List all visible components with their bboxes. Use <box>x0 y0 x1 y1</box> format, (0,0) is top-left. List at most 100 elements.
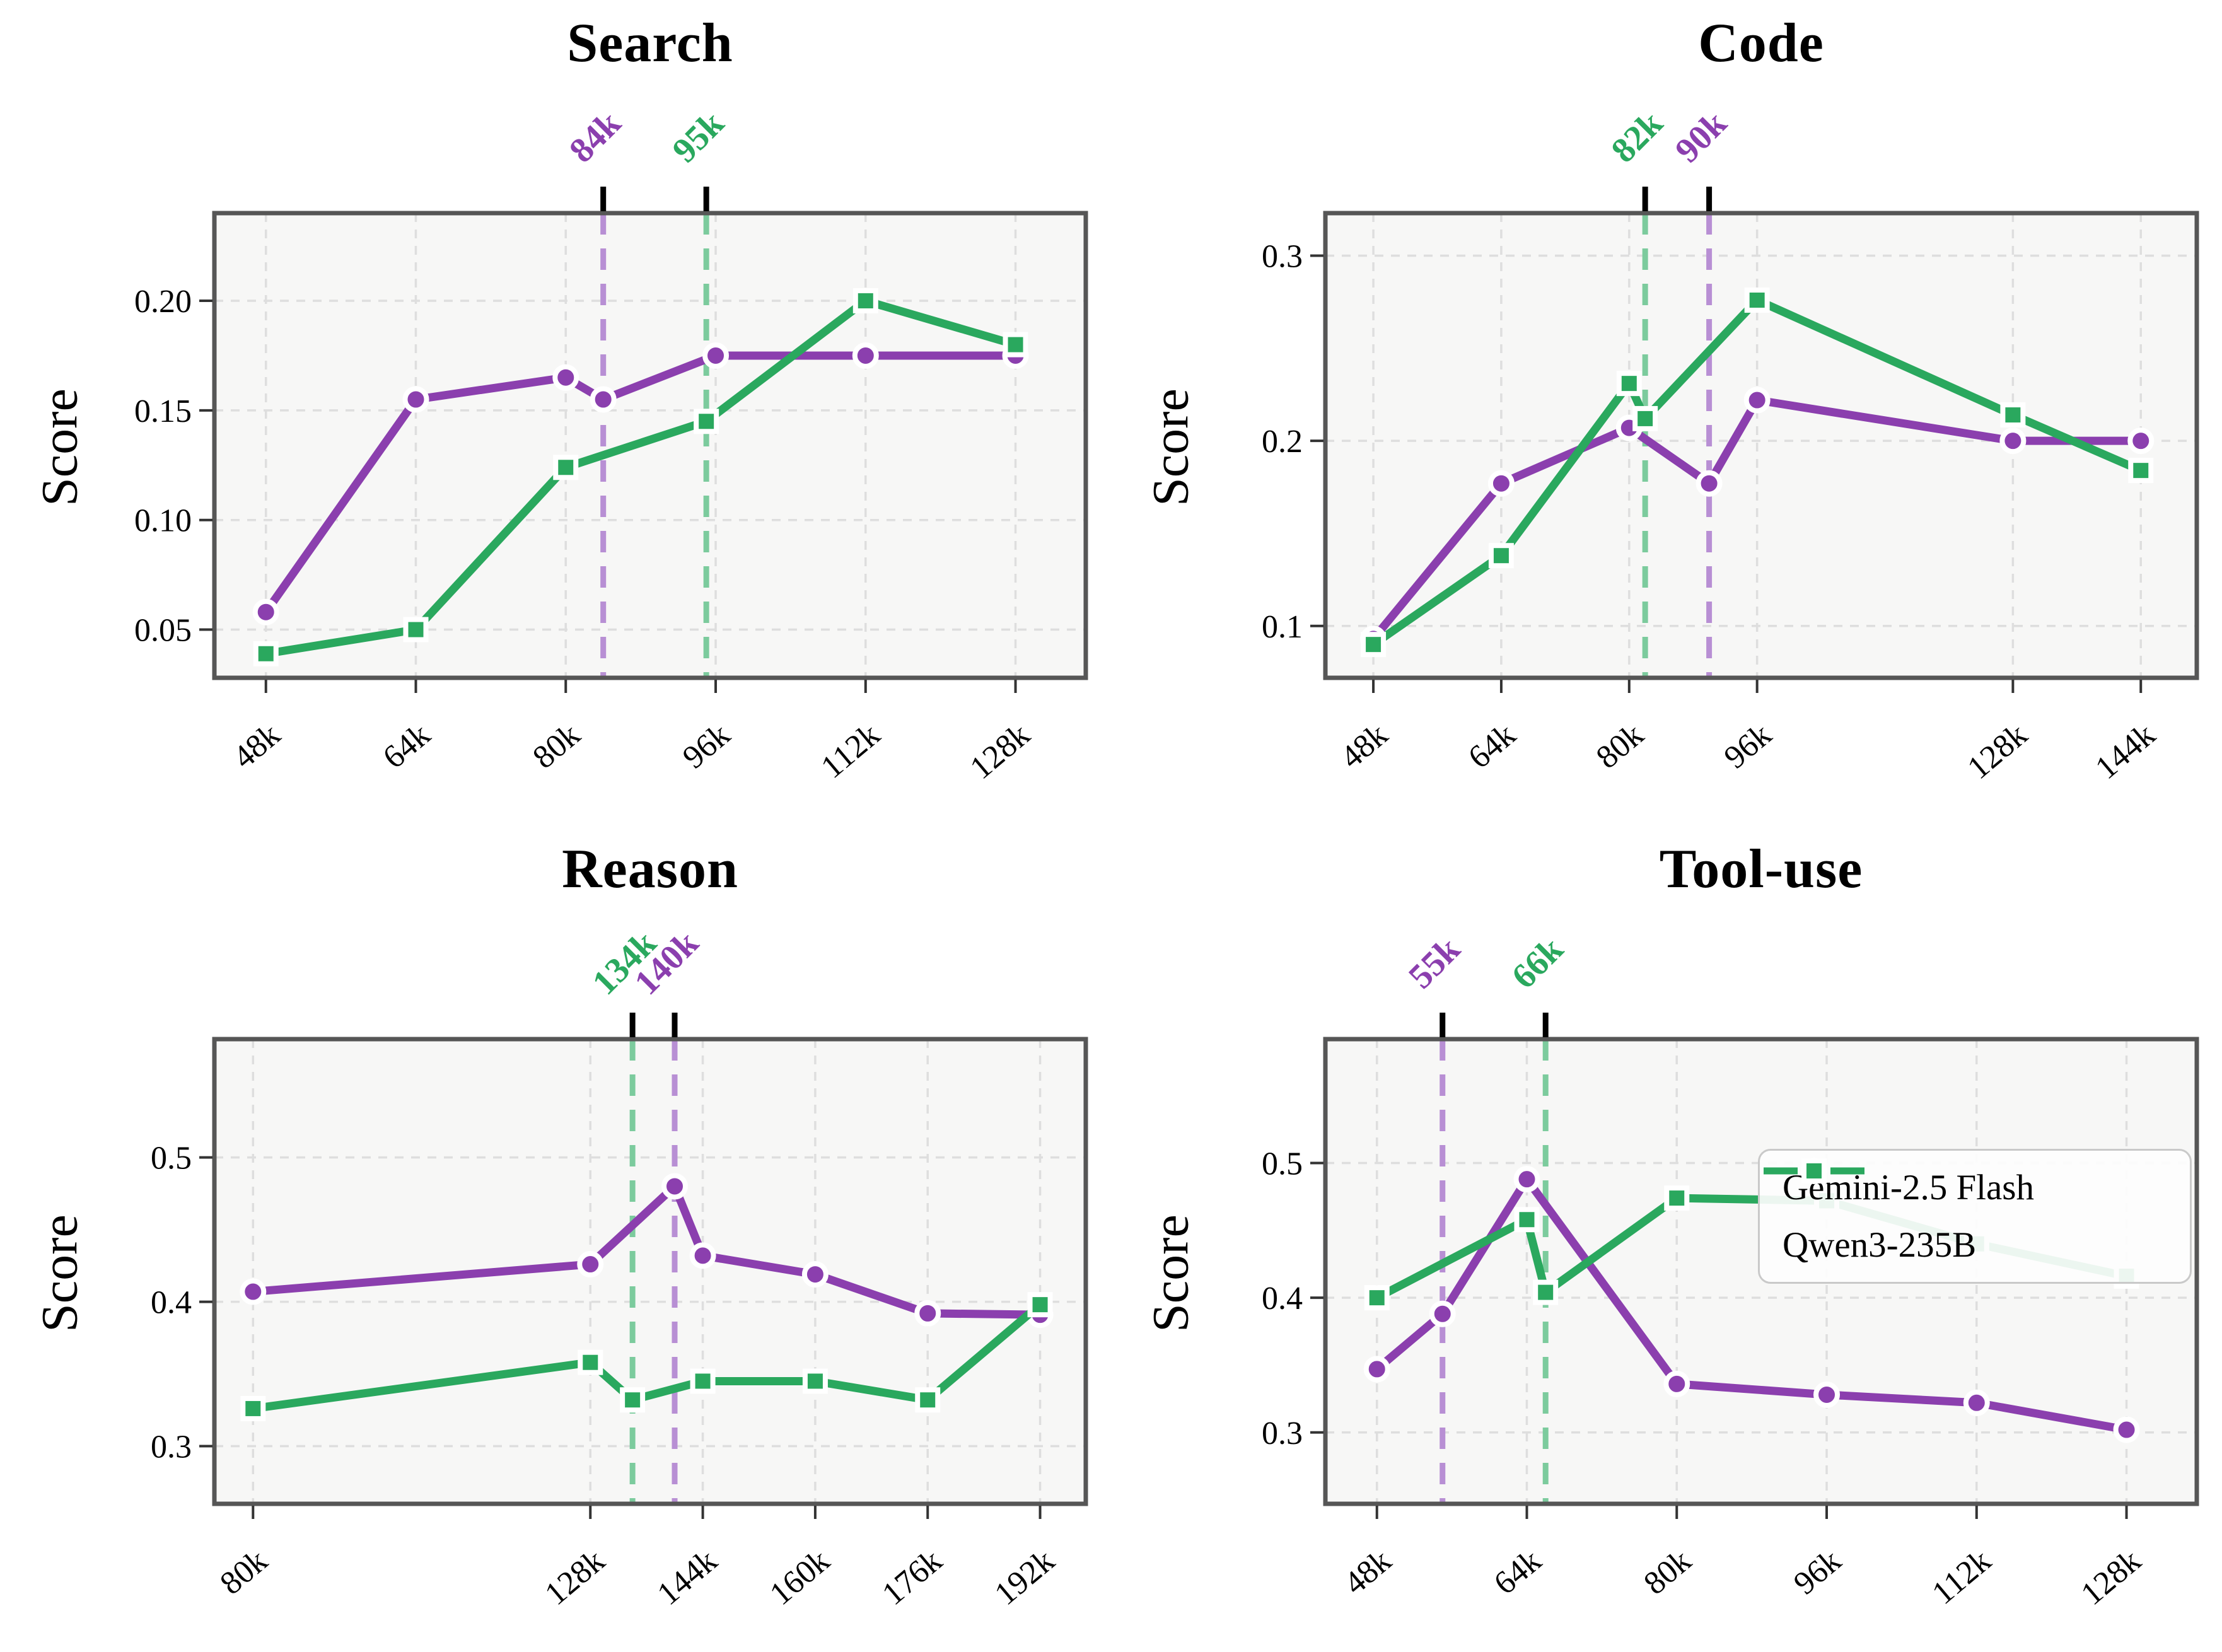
x-tick-label: 160k <box>763 1543 836 1613</box>
point-80k <box>1664 1185 1690 1211</box>
vline-top-tick-66k <box>1542 1013 1549 1037</box>
x-tick-label: 96k <box>676 717 736 776</box>
plot-area <box>214 213 1086 678</box>
optimal-context-label-84k: 84k <box>562 103 629 170</box>
x-tick-label: 80k <box>1637 1543 1698 1602</box>
point-80k <box>1616 371 1642 397</box>
series-qwen3-235b <box>1361 288 2154 658</box>
optimal-context-label-66k: 66k <box>1504 929 1571 996</box>
x-tick-label: 48k <box>226 717 287 776</box>
axes-spines <box>212 1037 1088 1506</box>
axis-ticks <box>199 300 1017 693</box>
series-qwen3-235b <box>240 1292 1053 1421</box>
y-tick-label: 0.3 <box>1262 1416 1303 1451</box>
point-80k <box>240 1278 267 1305</box>
optimal-context-label-55k: 55k <box>1401 929 1468 996</box>
point-140k <box>661 1173 689 1200</box>
optimal-context-vlines <box>1642 213 1713 678</box>
optimal-context-vlines <box>629 1039 678 1504</box>
y-tick-label: 0.05 <box>134 613 192 649</box>
point-112k <box>852 288 878 314</box>
axis-ticks <box>199 1156 1042 1519</box>
point-48k <box>1361 632 1387 658</box>
legend-sample-qwen-square-icon <box>1764 1158 1864 1184</box>
point-64k <box>1513 1166 1540 1193</box>
chart-reason: 80k 128k 144k 160k 176k 192k 0.3 0.4 0.5 134k 140k… <box>0 826 1111 1652</box>
chart-title-tool-use: Tool-use <box>1659 839 1863 900</box>
series-gemini-2.5-flash <box>1360 387 2155 653</box>
optimal-context-vlines <box>1440 1039 1549 1504</box>
y-axis-label-reason: Score <box>30 1214 88 1332</box>
x-tick-label: 112k <box>1926 1543 1998 1612</box>
point-176k <box>914 1300 941 1327</box>
legend: Gemini-2.5 Flash Qwen3-235B <box>1758 1149 2192 1284</box>
vline-top-tick-90k <box>1706 187 1713 211</box>
x-tick-label: 80k <box>526 717 587 776</box>
point-80k <box>1663 1370 1690 1397</box>
axis-ticks <box>1310 1161 2128 1519</box>
x-tick-label: 80k <box>214 1543 274 1602</box>
series-line <box>262 296 1020 658</box>
point-48k <box>1363 1356 1390 1383</box>
point-112k <box>1963 1389 1990 1416</box>
x-tick-label: 48k <box>1334 717 1394 776</box>
x-tick-label: 192k <box>988 1543 1061 1613</box>
point-96k <box>702 342 730 369</box>
y-tick-label: 0.4 <box>151 1285 192 1321</box>
point-84k <box>590 386 617 413</box>
point-90k <box>1696 470 1723 497</box>
legend-item-qwen: Qwen3-235B <box>1764 1158 2171 1265</box>
axes-spines <box>1323 211 2199 680</box>
plot-area <box>214 1039 1086 1504</box>
y-tick-label: 0.5 <box>151 1141 192 1177</box>
y-tick-label: 0.5 <box>1262 1146 1303 1182</box>
point-160k <box>801 1261 829 1288</box>
chart-search: 48k 64k 80k 96k 112k 128k 0.05 0.10 0.15 0.20 84k 9… <box>0 0 1111 826</box>
point-64k <box>1487 470 1515 497</box>
axes-spines <box>1323 1037 2199 1506</box>
point-128k <box>1999 428 2027 455</box>
legend-label-qwen: Qwen3-235B <box>1783 1225 1977 1265</box>
point-128k <box>1003 332 1028 358</box>
chart-code: 48k 64k 80k 96k 128k 144k 0.1 0.2 0.3 82k 90k Code… <box>1111 0 2222 826</box>
axes-spines <box>212 211 1088 680</box>
chart-title-reason: Reason <box>562 839 738 900</box>
gridlines <box>214 213 1086 678</box>
x-tick-label: 144k <box>651 1543 724 1613</box>
x-tick-label: 64k <box>1487 1543 1548 1602</box>
x-tick-label: 48k <box>1337 1543 1398 1602</box>
point-128k <box>2000 402 2026 428</box>
x-tick-label: 96k <box>1718 717 1778 776</box>
point-64k <box>1514 1207 1540 1233</box>
vline-top-tick-82k <box>1642 187 1648 211</box>
optimal-context-label-95k: 95k <box>665 103 732 170</box>
point-96k <box>1743 387 1771 414</box>
optimal-context-vlines <box>600 213 709 678</box>
axis-ticks <box>1310 254 2143 693</box>
x-tick-label: 96k <box>1787 1543 1847 1602</box>
optimal-context-label-90k: 90k <box>1668 103 1735 170</box>
point-144k <box>2127 428 2155 455</box>
vline-top-tick-55k <box>1440 1013 1446 1037</box>
series-gemini-2.5-flash <box>1363 1166 2140 1443</box>
optimal-context-label-82k: 82k <box>1604 103 1671 170</box>
vline-top-tick-140k <box>672 1013 678 1037</box>
point-64k <box>402 386 429 413</box>
x-tick-label: 64k <box>1462 717 1522 776</box>
point-82k <box>1632 405 1658 431</box>
plot-area <box>1325 213 2197 678</box>
point-80k <box>553 455 579 480</box>
point-144k <box>2128 458 2154 484</box>
y-axis-label-search: Score <box>30 388 88 506</box>
x-tick-label: 144k <box>2089 717 2162 787</box>
x-tick-label: 64k <box>376 717 437 776</box>
point-64k <box>1488 543 1514 569</box>
point-48k <box>252 598 279 625</box>
x-tick-label: 128k <box>963 717 1037 787</box>
point-160k <box>802 1368 828 1394</box>
point-48k <box>253 641 279 666</box>
point-48k <box>1364 1285 1390 1311</box>
